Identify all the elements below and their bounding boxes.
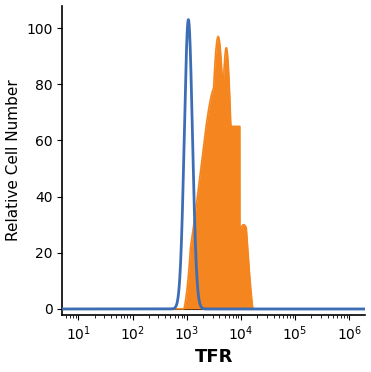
Y-axis label: Relative Cell Number: Relative Cell Number bbox=[6, 79, 20, 241]
X-axis label: TFR: TFR bbox=[195, 349, 233, 366]
